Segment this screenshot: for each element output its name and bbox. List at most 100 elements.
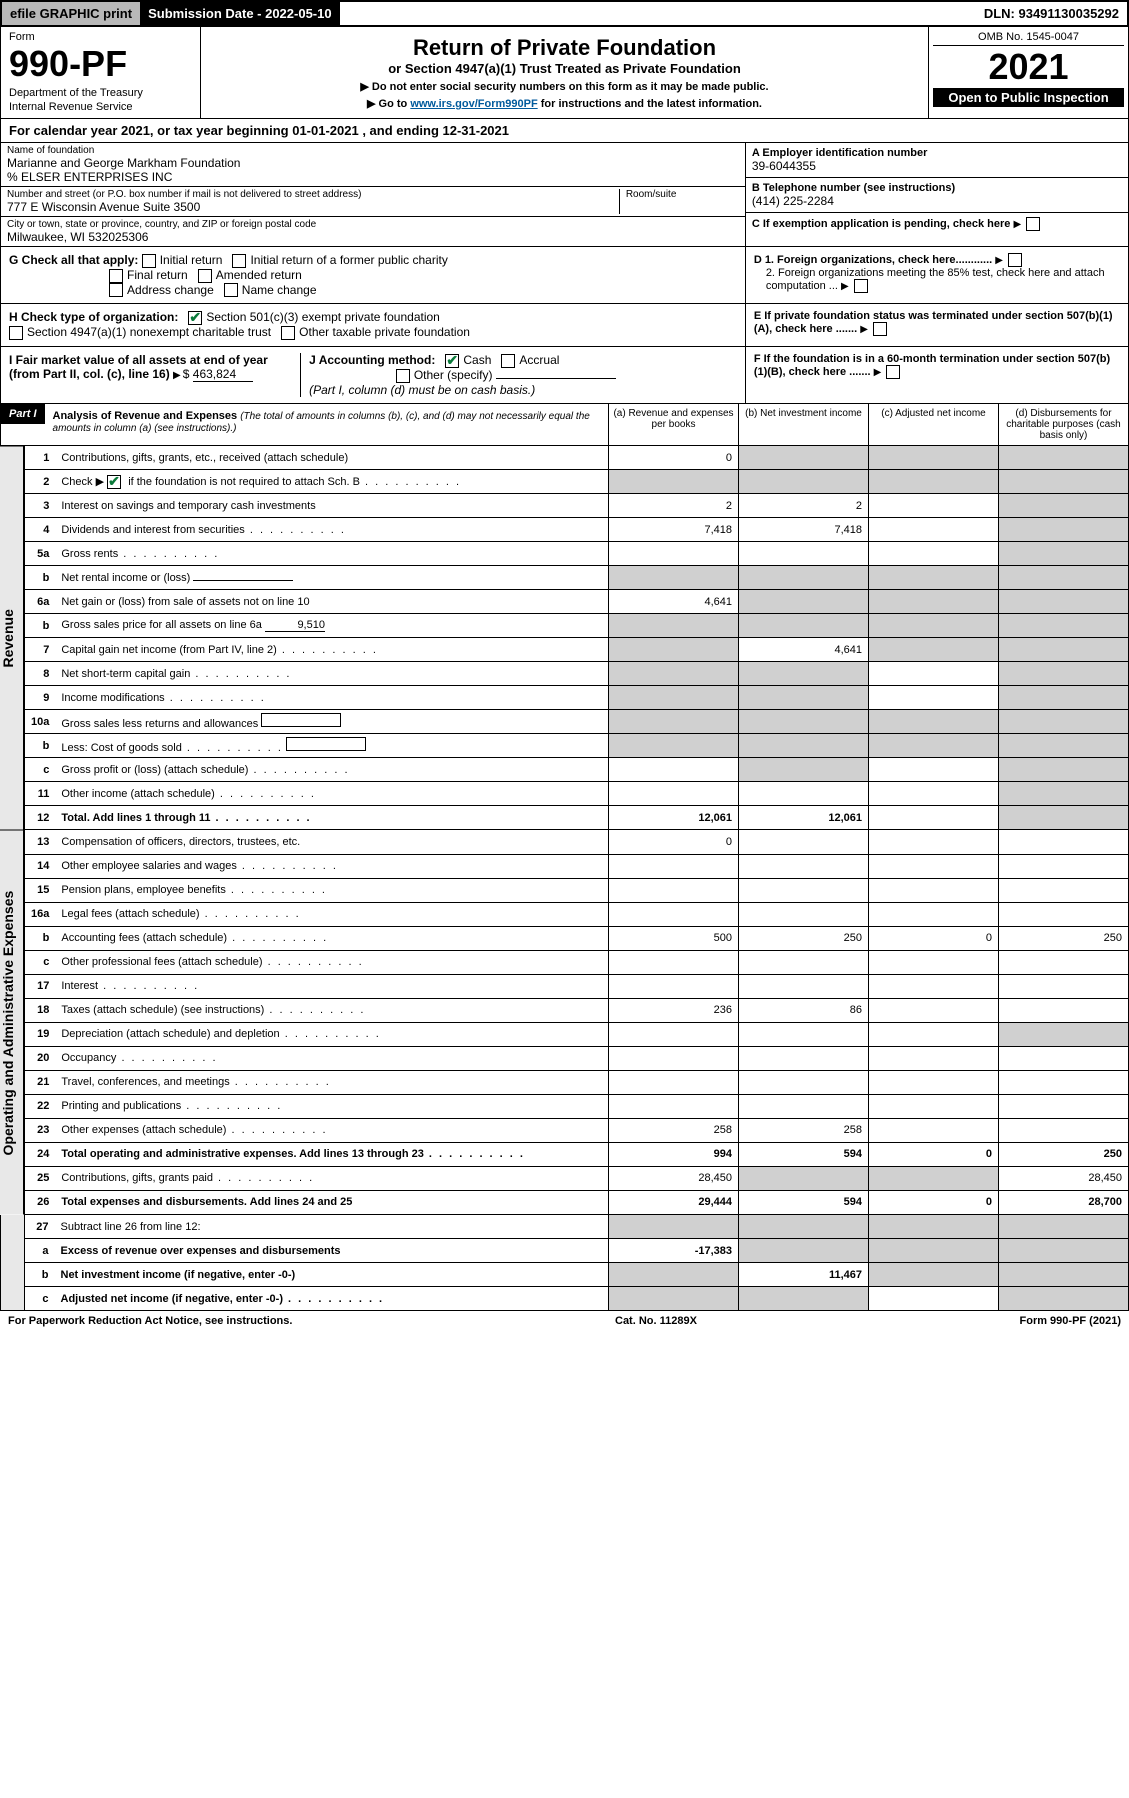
dln: DLN: 93491130035292: [976, 2, 1127, 25]
table-row: 16aLegal fees (attach schedule): [25, 902, 1129, 926]
table-row: 26Total expenses and disbursements. Add …: [25, 1190, 1129, 1214]
name-change-checkbox[interactable]: [224, 283, 238, 297]
initial-return-checkbox[interactable]: [142, 254, 156, 268]
table-row: 25Contributions, gifts, grants paid28,45…: [25, 1166, 1129, 1190]
part1-title: Analysis of Revenue and Expenses: [53, 410, 238, 422]
final-return-checkbox[interactable]: [109, 269, 123, 283]
efile-label[interactable]: efile GRAPHIC print: [2, 2, 140, 25]
exemption-checkbox[interactable]: [1026, 217, 1040, 231]
note-ssn: ▶ Do not enter social security numbers o…: [209, 80, 920, 93]
city-label: City or town, state or province, country…: [7, 219, 739, 230]
table-row: bNet rental income or (loss): [25, 566, 1129, 590]
table-row: 5aGross rents: [25, 542, 1129, 566]
table-row: 9Income modifications: [25, 686, 1129, 710]
f-label: F If the foundation is in a 60-month ter…: [754, 353, 1110, 378]
footer-center: Cat. No. 11289X: [615, 1315, 697, 1327]
top-bar: efile GRAPHIC print Submission Date - 20…: [0, 0, 1129, 27]
col-c-header: (c) Adjusted net income: [868, 404, 998, 445]
table-row: bLess: Cost of goods sold: [25, 734, 1129, 758]
omb-number: OMB No. 1545-0047: [933, 31, 1124, 46]
addr-label: Number and street (or P.O. box number if…: [7, 189, 619, 200]
care-of: % ELSER ENTERPRISES INC: [7, 170, 739, 184]
note-link: ▶ Go to www.irs.gov/Form990PF for instru…: [209, 97, 920, 110]
ein-label: A Employer identification number: [752, 147, 1122, 159]
ein: 39-6044355: [752, 159, 1122, 173]
table-row: 1Contributions, gifts, grants, etc., rec…: [25, 446, 1129, 470]
table-row: 11Other income (attach schedule): [25, 782, 1129, 806]
dept-treasury: Department of the Treasury: [9, 87, 192, 99]
irs-link[interactable]: www.irs.gov/Form990PF: [410, 98, 537, 110]
foundation-name: Marianne and George Markham Foundation: [7, 156, 739, 170]
footer-left: For Paperwork Reduction Act Notice, see …: [8, 1315, 292, 1327]
f-checkbox[interactable]: [886, 365, 900, 379]
room-label: Room/suite: [626, 189, 739, 200]
d2-checkbox[interactable]: [854, 279, 868, 293]
table-row: 12Total. Add lines 1 through 1112,06112,…: [25, 806, 1129, 830]
arrow-icon: [1013, 218, 1023, 230]
table-row: 14Other employee salaries and wages: [25, 854, 1129, 878]
table-row: 27Subtract line 26 from line 12:: [25, 1215, 1129, 1239]
name-label: Name of foundation: [7, 145, 739, 156]
page-footer: For Paperwork Reduction Act Notice, see …: [0, 1311, 1129, 1331]
g-label: G Check all that apply:: [9, 253, 138, 267]
table-row: 24Total operating and administrative exp…: [25, 1142, 1129, 1166]
fmv-value: 463,824: [193, 367, 253, 382]
table-row: 8Net short-term capital gain: [25, 662, 1129, 686]
irs-label: Internal Revenue Service: [9, 101, 192, 113]
e-checkbox[interactable]: [873, 322, 887, 336]
j-note: (Part I, column (d) must be on cash basi…: [309, 383, 535, 397]
table-row: cGross profit or (loss) (attach schedule…: [25, 758, 1129, 782]
city-state-zip: Milwaukee, WI 532025306: [7, 230, 739, 244]
form-title: Return of Private Foundation: [209, 35, 920, 61]
table-row: 2Check ▶ if the foundation is not requir…: [25, 470, 1129, 494]
table-row: 17Interest: [25, 974, 1129, 998]
j-label: J Accounting method:: [309, 353, 435, 367]
table-row: 13Compensation of officers, directors, t…: [25, 830, 1129, 854]
section-g: G Check all that apply: Initial return I…: [0, 247, 1129, 304]
501c3-checkbox[interactable]: [188, 311, 202, 325]
table-row: aExcess of revenue over expenses and dis…: [25, 1239, 1129, 1263]
table-row: 21Travel, conferences, and meetings: [25, 1070, 1129, 1094]
telephone: (414) 225-2284: [752, 194, 1122, 208]
table-row: 18Taxes (attach schedule) (see instructi…: [25, 998, 1129, 1022]
table-row: 4Dividends and interest from securities7…: [25, 518, 1129, 542]
part1-label: Part I: [1, 404, 45, 424]
line27-section: 27Subtract line 26 from line 12: aExcess…: [0, 1215, 1129, 1312]
e-label: E If private foundation status was termi…: [754, 310, 1113, 335]
other-method-checkbox[interactable]: [396, 369, 410, 383]
other-taxable-checkbox[interactable]: [281, 326, 295, 340]
table-row: 23Other expenses (attach schedule)258258: [25, 1118, 1129, 1142]
section-h: H Check type of organization: Section 50…: [0, 304, 1129, 347]
address-change-checkbox[interactable]: [109, 283, 123, 297]
accrual-checkbox[interactable]: [501, 354, 515, 368]
col-d-header: (d) Disbursements for charitable purpose…: [998, 404, 1128, 445]
cash-checkbox[interactable]: [445, 354, 459, 368]
revenue-side-label: Revenue: [0, 446, 24, 831]
opex-side-label: Operating and Administrative Expenses: [0, 830, 24, 1215]
revenue-section: Revenue 1Contributions, gifts, grants, e…: [0, 446, 1129, 831]
col-b-header: (b) Net investment income: [738, 404, 868, 445]
calendar-year: For calendar year 2021, or tax year begi…: [0, 119, 1129, 143]
table-row: 6aNet gain or (loss) from sale of assets…: [25, 590, 1129, 614]
amended-return-checkbox[interactable]: [198, 269, 212, 283]
table-row: 7Capital gain net income (from Part IV, …: [25, 638, 1129, 662]
table-row: bAccounting fees (attach schedule)500250…: [25, 926, 1129, 950]
d1-checkbox[interactable]: [1008, 253, 1022, 267]
form-number: 990-PF: [9, 43, 192, 85]
table-row: bGross sales price for all assets on lin…: [25, 614, 1129, 638]
foundation-info: Name of foundation Marianne and George M…: [0, 143, 1129, 247]
schb-checkbox[interactable]: [107, 475, 121, 489]
footer-right: Form 990-PF (2021): [1020, 1315, 1121, 1327]
form-header: Form 990-PF Department of the Treasury I…: [0, 27, 1129, 119]
tel-label: B Telephone number (see instructions): [752, 182, 1122, 194]
initial-former-checkbox[interactable]: [232, 254, 246, 268]
c-exemption-label: C If exemption application is pending, c…: [752, 218, 1011, 230]
form-subtitle: or Section 4947(a)(1) Trust Treated as P…: [209, 61, 920, 76]
table-row: cOther professional fees (attach schedul…: [25, 950, 1129, 974]
submission-date: Submission Date - 2022-05-10: [140, 2, 340, 25]
4947a1-checkbox[interactable]: [9, 326, 23, 340]
table-row: 15Pension plans, employee benefits: [25, 878, 1129, 902]
table-row: bNet investment income (if negative, ent…: [25, 1263, 1129, 1287]
table-row: cAdjusted net income (if negative, enter…: [25, 1287, 1129, 1311]
table-row: 10aGross sales less returns and allowanc…: [25, 710, 1129, 734]
